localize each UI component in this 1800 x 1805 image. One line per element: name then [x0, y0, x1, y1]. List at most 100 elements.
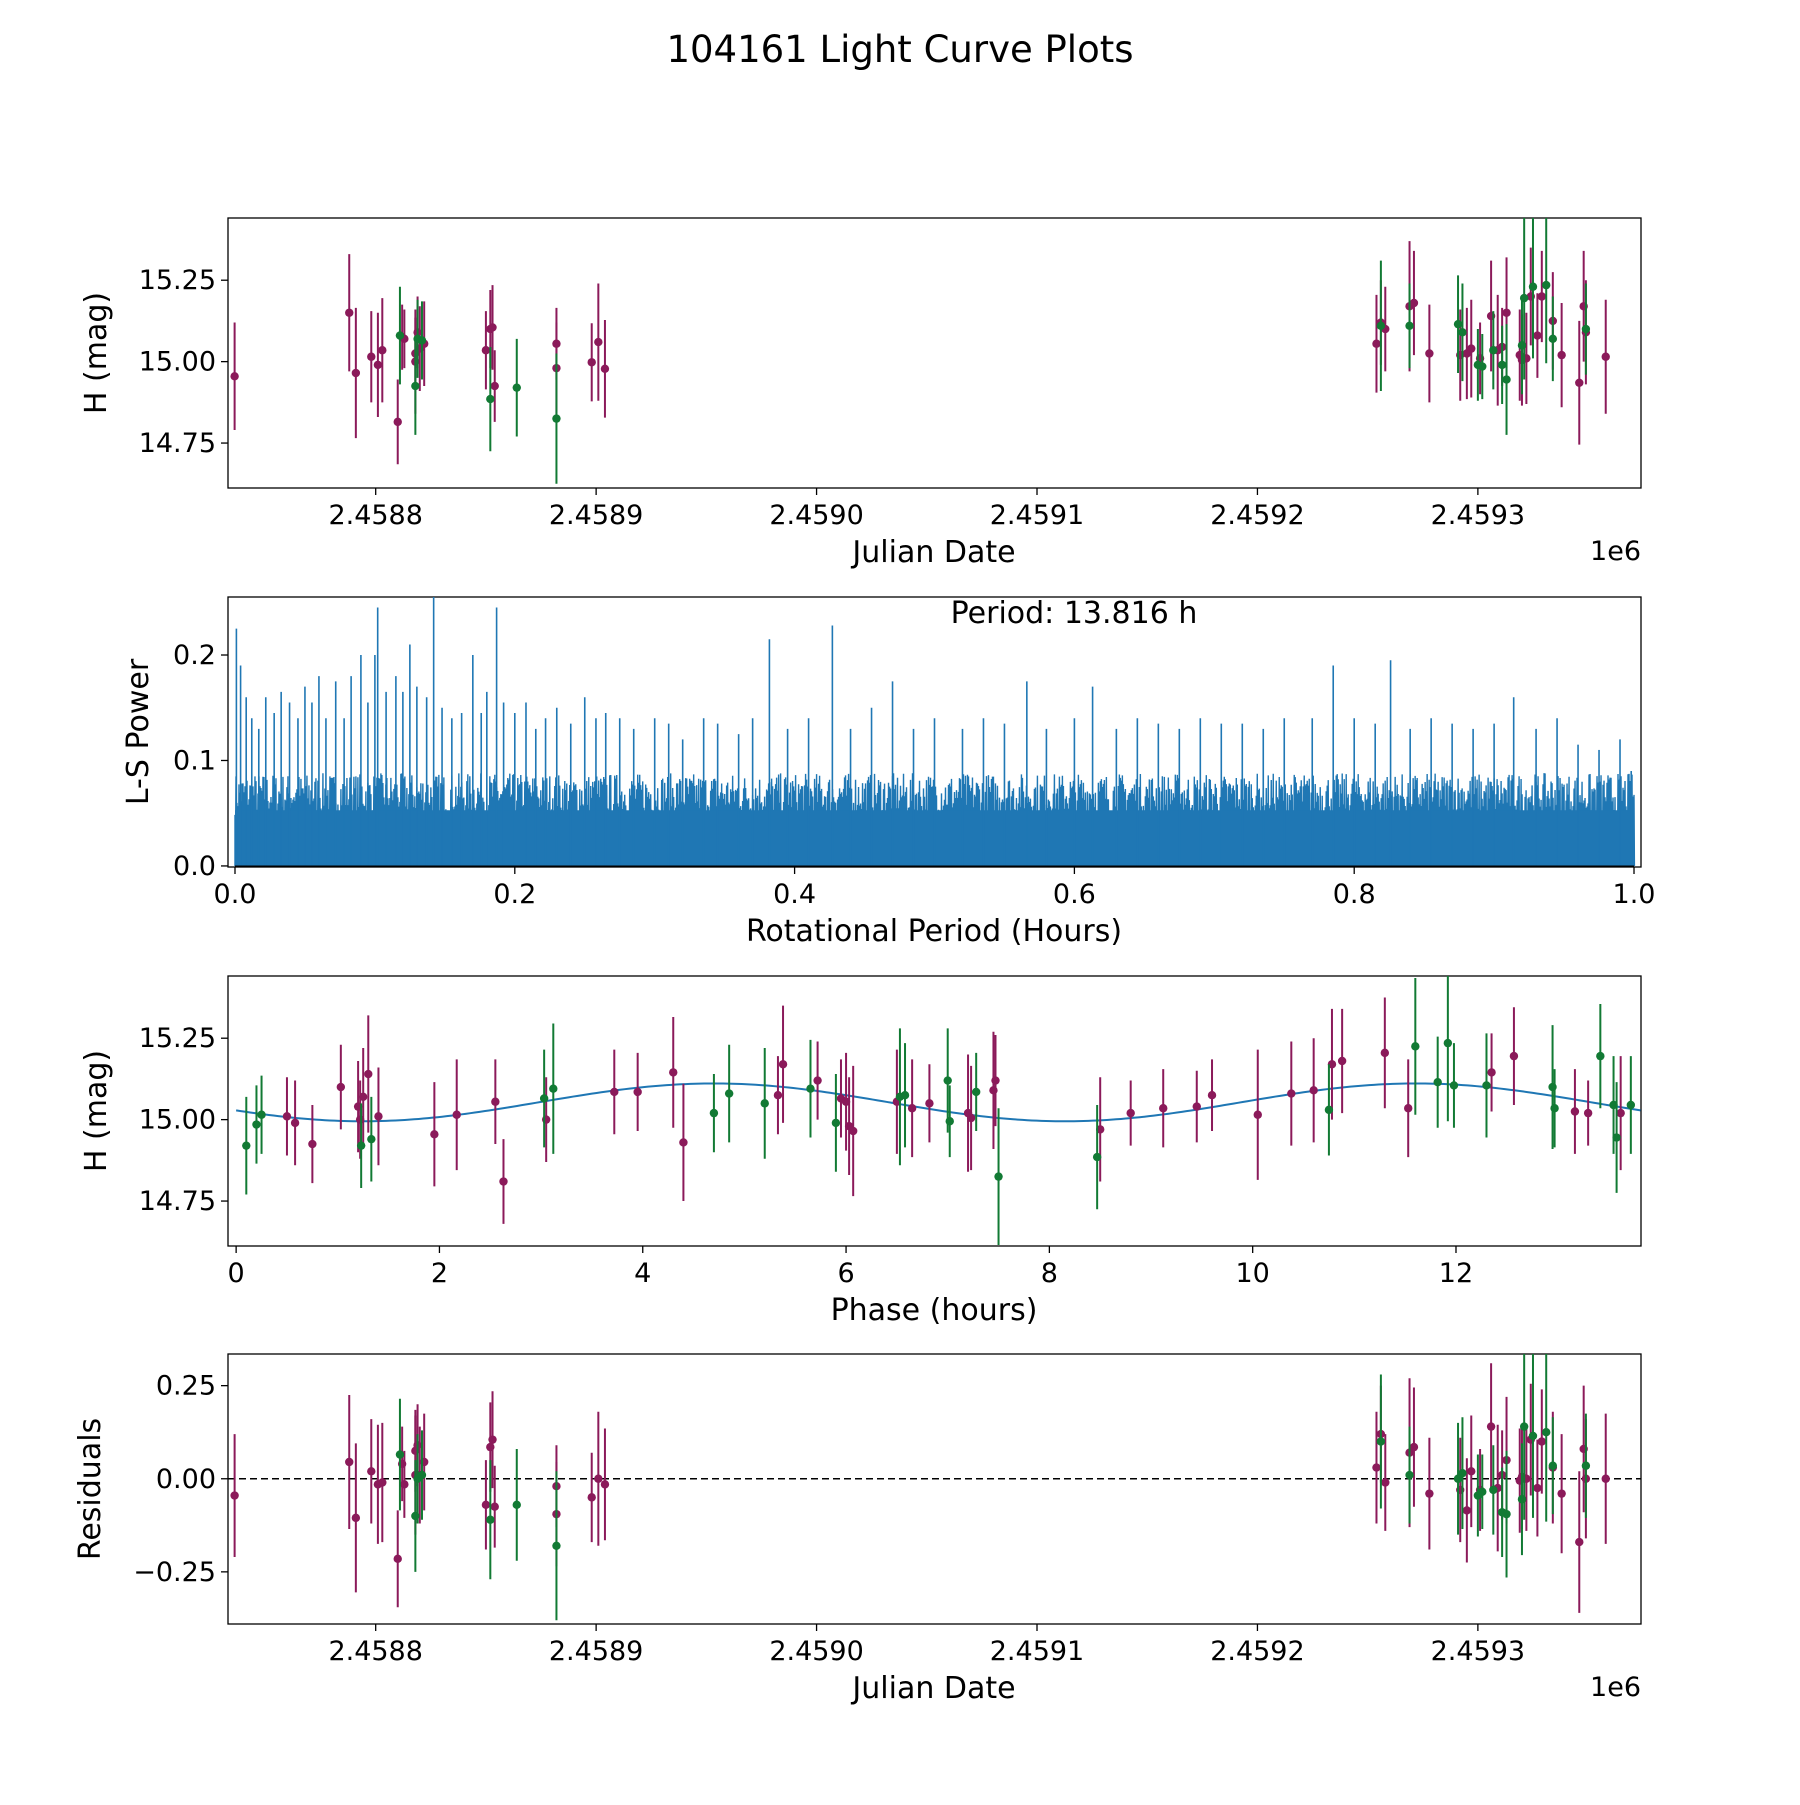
data-point-green: [1542, 1428, 1551, 1437]
data-point-purple: [1557, 350, 1566, 360]
data-point-green: [1626, 1100, 1636, 1110]
data-point-purple: [1487, 1068, 1496, 1077]
x-tick-label: 6: [837, 1258, 854, 1289]
data-point-green: [1443, 1038, 1453, 1048]
x-tick-label: 8: [1041, 1258, 1058, 1289]
data-point-purple: [1380, 1048, 1390, 1058]
y-axis-label: Residuals: [73, 1418, 108, 1560]
figure-title: 104161 Light Curve Plots: [666, 28, 1134, 71]
data-point-purple: [1601, 1474, 1610, 1483]
x-tick-label: 2.4589: [549, 500, 643, 531]
axes-frame: [227, 975, 1642, 1247]
axes-frame: [227, 217, 1642, 489]
data-point-purple: [490, 1502, 499, 1511]
data-point-purple: [481, 1500, 491, 1510]
data-point-green: [552, 1541, 561, 1550]
data-point-purple: [1372, 339, 1381, 348]
y-ticks: 14.75 15.00 15.25: [139, 265, 228, 459]
data-point-purple: [230, 372, 239, 381]
x-tick-label: 2.4591: [990, 1636, 1084, 1667]
data-point-green: [1324, 1105, 1334, 1115]
data-point-purple: [488, 1435, 497, 1444]
data-point-green: [1497, 360, 1507, 370]
data-point-purple: [430, 1130, 439, 1139]
data-point-green: [486, 394, 495, 404]
series-marks: [228, 1354, 1641, 1621]
x-offset-text: 1e6: [1590, 1672, 1641, 1703]
data-point-green: [411, 381, 420, 391]
data-point-green: [1528, 282, 1538, 291]
data-point-purple: [1557, 1489, 1566, 1498]
y-tick-label: 0.1: [173, 745, 216, 776]
data-point-purple: [282, 1112, 292, 1121]
data-point-green: [1548, 1461, 1558, 1470]
data-point-purple: [1537, 1437, 1547, 1446]
data-point-green: [549, 1084, 558, 1093]
panel-periodogram: 0.0 0.2 0.4 0.6 0.8 1.0 0.0 0.1 0.2 Period: 13.…: [121, 596, 1655, 949]
x-tick-label: 10: [1235, 1258, 1269, 1289]
x-tick-label: 2: [431, 1258, 448, 1289]
x-tick-label: 0.0: [214, 879, 257, 910]
data-point-purple: [230, 1491, 239, 1500]
y-tick-label: 15.00: [139, 1105, 216, 1136]
data-point-purple: [1575, 378, 1584, 388]
x-tick-label: 4: [634, 1258, 651, 1289]
data-point-green: [1433, 1077, 1442, 1087]
y-tick-label: 15.25: [139, 265, 216, 296]
data-point-green: [1502, 1509, 1511, 1519]
panel-residuals: 2.4588 2.4589 2.4590 2.4591 2.4592 2.4593 −0.…: [73, 1353, 1642, 1706]
data-point-purple: [374, 1112, 383, 1121]
data-point-purple: [1509, 1051, 1519, 1061]
y-ticks: 14.75 15.00 15.25: [139, 1023, 228, 1217]
data-point-green: [1519, 1422, 1529, 1431]
data-point-green: [971, 1087, 981, 1097]
series-marks: [234, 597, 1636, 867]
y-tick-label: 15.25: [139, 1023, 216, 1054]
x-tick-label: 2.4590: [769, 1636, 863, 1667]
data-point-purple: [378, 346, 387, 355]
data-point-green: [1489, 346, 1498, 355]
data-point-green: [760, 1099, 769, 1108]
series-marks: [230, 218, 1610, 484]
data-point-purple: [778, 1060, 788, 1069]
x-tick-label: 0.2: [493, 879, 536, 910]
data-point-purple: [633, 1087, 642, 1097]
data-point-purple: [1409, 1442, 1419, 1452]
data-point-green: [1581, 1461, 1591, 1470]
data-point-purple: [1404, 1104, 1413, 1113]
data-point-purple: [813, 1076, 822, 1085]
x-tick-label: 2.4590: [769, 500, 863, 531]
data-point-purple: [1502, 308, 1511, 317]
data-point-purple: [1192, 1102, 1201, 1111]
data-point-green: [900, 1091, 910, 1100]
data-point-green: [1502, 375, 1511, 384]
x-axis-label: Julian Date: [850, 535, 1015, 570]
data-point-green: [945, 1117, 954, 1126]
period-annotation: Period: 13.816 h: [951, 596, 1198, 631]
data-point-purple: [1462, 1506, 1472, 1515]
data-point-green: [257, 1110, 266, 1119]
data-point-green: [831, 1118, 841, 1128]
data-point-green: [417, 336, 427, 345]
data-point-purple: [367, 1467, 376, 1476]
data-point-green: [1458, 1468, 1467, 1478]
data-point-purple: [481, 346, 491, 355]
data-point-green: [1376, 1437, 1386, 1446]
data-point-green: [1458, 328, 1467, 337]
data-point-green: [417, 1470, 427, 1480]
data-point-purple: [1287, 1089, 1296, 1098]
data-point-green: [367, 1134, 376, 1144]
series-marks: [235, 976, 1641, 1246]
y-tick-label: 0.00: [156, 1464, 216, 1495]
data-point-purple: [373, 360, 383, 370]
x-tick-label: 12: [1439, 1258, 1473, 1289]
y-axis-label: L-S Power: [121, 658, 156, 805]
axes-frame: [227, 596, 1642, 868]
data-point-purple: [1533, 331, 1542, 340]
axes-frame: [227, 1353, 1642, 1625]
data-point-purple: [499, 1177, 508, 1186]
data-point-purple: [907, 1104, 917, 1113]
y-tick-label: 0.2: [173, 640, 216, 671]
data-point-green: [1542, 280, 1551, 290]
data-point-purple: [1409, 298, 1419, 308]
